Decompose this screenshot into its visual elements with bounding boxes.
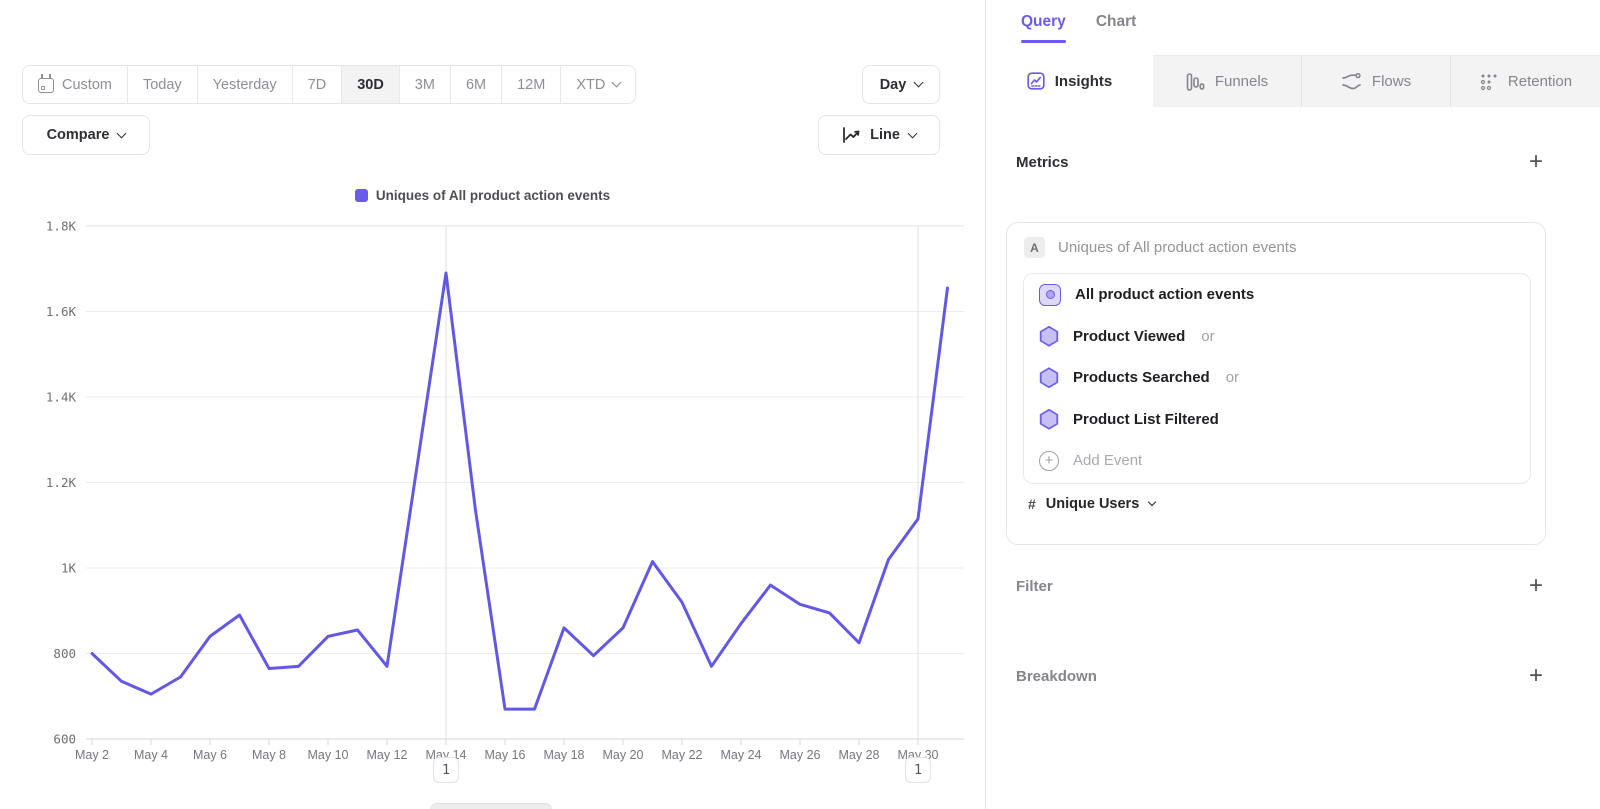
line-chart[interactable]: 600 800 1K 1.2K 1.4K 1.6K 1.8K May 2 May 4 May 6 M… xyxy=(30,215,970,809)
date-range-6m[interactable]: 6M xyxy=(450,66,503,103)
event-label: Product Viewed xyxy=(1073,327,1186,345)
date-range-segmented-control: Custom Today Yesterday 7D 30D 3M 6M 12M XTD xyxy=(22,65,637,104)
funnels-icon xyxy=(1186,72,1205,92)
date-range-custom[interactable]: Custom xyxy=(23,66,128,103)
date-range-3m[interactable]: 3M xyxy=(399,66,451,103)
filter-section-header: Filter + xyxy=(1016,572,1543,599)
date-range-yesterday[interactable]: Yesterday xyxy=(197,66,293,103)
svg-text:May 2: May 2 xyxy=(75,748,109,762)
legend-label: Uniques of All product action events xyxy=(375,188,611,203)
metric-group-label: Uniques of All product action events xyxy=(1058,239,1297,256)
chart-canvas: 600 800 1K 1.2K 1.4K 1.6K 1.8K May 2 May 4 May 6 M… xyxy=(46,219,964,762)
annotation-badge[interactable]: 1 xyxy=(905,757,931,783)
metrics-title: Metrics xyxy=(1016,153,1069,171)
report-type-tab-bar: Insights Funnels Flows Retention xyxy=(986,55,1600,107)
event-label: Product List Filtered xyxy=(1073,410,1219,428)
svg-text:May 18: May 18 xyxy=(544,748,585,762)
chevron-down-icon xyxy=(1148,497,1157,507)
report-tab-flows[interactable]: Flows xyxy=(1302,56,1451,107)
event-group-icon xyxy=(1039,283,1061,306)
add-event-label: Add Event xyxy=(1073,452,1143,470)
horizontal-scrollbar[interactable] xyxy=(430,803,552,809)
compare-label: Compare xyxy=(46,127,110,143)
chevron-down-icon xyxy=(907,128,918,138)
svg-text:800: 800 xyxy=(53,646,76,661)
report-tab-funnels[interactable]: Funnels xyxy=(1153,56,1302,107)
line-chart-icon xyxy=(843,126,860,143)
chevron-down-icon xyxy=(913,77,924,88)
chevron-down-icon xyxy=(611,77,622,88)
event-operator: or xyxy=(1225,369,1240,387)
granularity-label: Day xyxy=(879,76,907,93)
aggregation-selector[interactable]: # Unique Users xyxy=(1028,496,1157,512)
svg-text:1K: 1K xyxy=(61,561,77,576)
svg-text:May 24: May 24 xyxy=(721,748,762,762)
panel-tab-bar: Query Chart xyxy=(1021,13,1136,43)
insights-icon xyxy=(1027,72,1045,90)
svg-text:May 16: May 16 xyxy=(485,748,526,762)
date-range-xtd[interactable]: XTD xyxy=(561,66,636,103)
event-row[interactable]: Products Searched or xyxy=(1024,357,1530,399)
date-range-12m[interactable]: 12M xyxy=(502,66,562,103)
compare-dropdown[interactable]: Compare xyxy=(22,115,150,155)
metrics-section-header: Metrics + xyxy=(1016,148,1543,175)
number-icon: # xyxy=(1028,496,1036,512)
event-row[interactable]: Product List Filtered xyxy=(1024,399,1530,441)
event-list-card: All product action events Product Viewed o… xyxy=(1023,273,1531,484)
event-label: Products Searched xyxy=(1073,369,1210,387)
hexagon-icon xyxy=(1039,325,1059,347)
chart-type-dropdown[interactable]: Line xyxy=(818,115,940,155)
svg-text:May 8: May 8 xyxy=(252,748,286,762)
svg-text:May 4: May 4 xyxy=(134,748,168,762)
svg-text:May 26: May 26 xyxy=(780,748,821,762)
metric-letter-badge: A xyxy=(1024,237,1045,258)
metric-group-row[interactable]: A Uniques of All product action events xyxy=(1024,237,1296,258)
event-operator: or xyxy=(1201,327,1215,345)
date-range-today[interactable]: Today xyxy=(127,66,198,103)
event-label: All product action events xyxy=(1075,286,1255,304)
calendar-icon xyxy=(38,74,54,93)
chart-type-label: Line xyxy=(870,127,900,143)
annotation-badge[interactable]: 1 xyxy=(433,757,459,783)
svg-text:600: 600 xyxy=(53,732,76,747)
chart-legend: Uniques of All product action events xyxy=(0,188,965,203)
plus-circle-icon: + xyxy=(1039,450,1059,471)
flows-icon xyxy=(1341,72,1362,91)
svg-text:1.2K: 1.2K xyxy=(46,475,77,490)
report-tab-insights[interactable]: Insights xyxy=(986,55,1153,107)
svg-text:May 20: May 20 xyxy=(603,748,644,762)
chevron-down-icon xyxy=(116,128,127,138)
svg-text:May 10: May 10 xyxy=(308,748,349,762)
retention-icon xyxy=(1480,73,1498,91)
svg-text:May 22: May 22 xyxy=(662,748,703,762)
svg-text:1.8K: 1.8K xyxy=(46,219,77,234)
report-tab-retention[interactable]: Retention xyxy=(1451,56,1600,107)
add-metric-button[interactable]: + xyxy=(1528,148,1543,175)
date-range-30d[interactable]: 30D xyxy=(342,66,400,103)
event-row[interactable]: Product Viewed or xyxy=(1024,316,1530,358)
breakdown-title: Breakdown xyxy=(1016,667,1097,685)
add-event-button[interactable]: + Add Event xyxy=(1024,440,1530,482)
add-filter-button[interactable]: + xyxy=(1528,572,1543,599)
tab-query[interactable]: Query xyxy=(1021,13,1066,43)
date-range-7d[interactable]: 7D xyxy=(292,66,343,103)
breakdown-section-header: Breakdown + xyxy=(1016,662,1543,689)
add-breakdown-button[interactable]: + xyxy=(1528,662,1543,689)
event-row[interactable]: All product action events xyxy=(1024,274,1530,316)
query-panel: Query Chart Insights Funnels Flows Retention… xyxy=(985,0,1600,809)
granularity-dropdown[interactable]: Day xyxy=(862,65,940,104)
aggregation-label: Unique Users xyxy=(1045,496,1140,512)
metric-card: A Uniques of All product action events A… xyxy=(1006,222,1546,545)
svg-text:May 6: May 6 xyxy=(193,748,227,762)
legend-swatch xyxy=(354,189,368,202)
tab-chart[interactable]: Chart xyxy=(1095,13,1137,30)
svg-text:1.4K: 1.4K xyxy=(46,390,77,405)
svg-text:May 28: May 28 xyxy=(839,748,880,762)
svg-text:1.6K: 1.6K xyxy=(46,304,77,319)
hexagon-icon xyxy=(1039,408,1059,430)
filter-title: Filter xyxy=(1016,577,1053,595)
svg-text:May 12: May 12 xyxy=(367,748,408,762)
hexagon-icon xyxy=(1039,367,1059,389)
